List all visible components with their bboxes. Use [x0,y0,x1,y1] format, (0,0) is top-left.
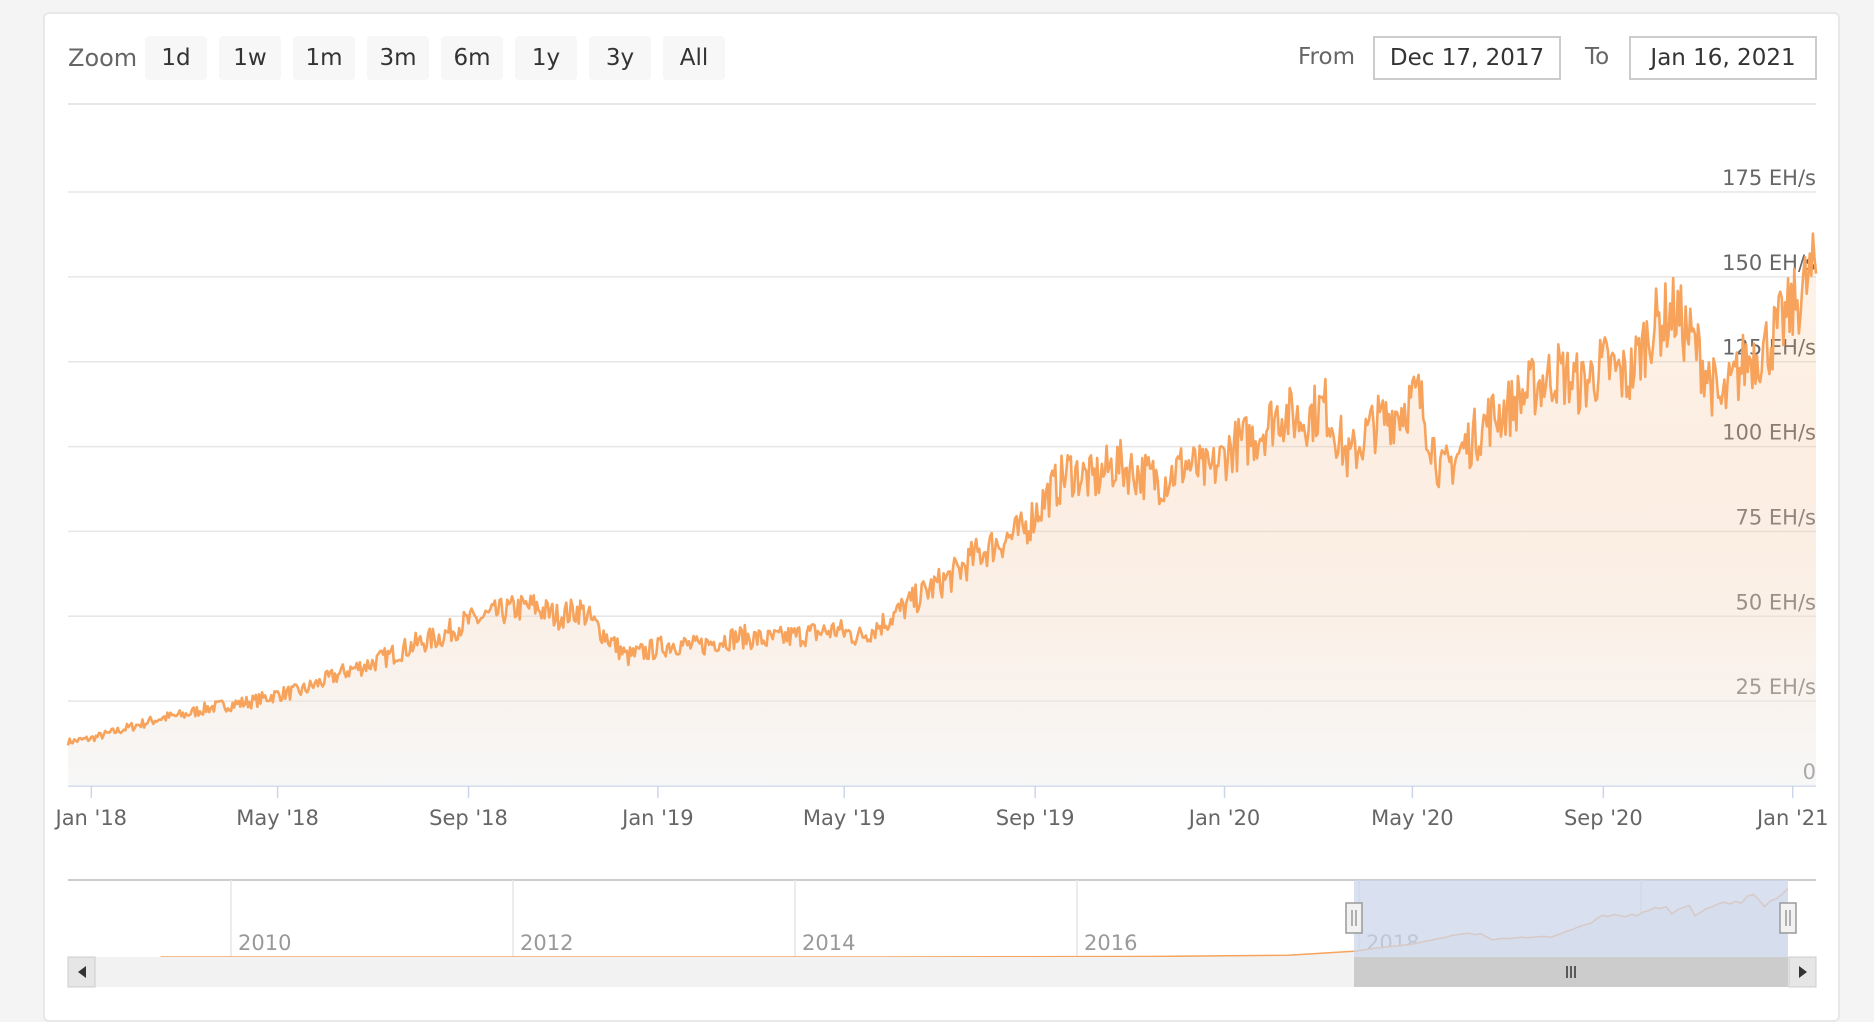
zoom-button-3m[interactable]: 3m [367,36,429,80]
navigator-year-label: 2016 [1084,931,1137,955]
arrow-right-icon [1799,966,1807,978]
x-tick-label: Sep '19 [996,806,1075,830]
scroll-left-button[interactable] [67,956,96,988]
zoom-button-1m[interactable]: 1m [293,36,355,80]
x-tick-label: May '18 [236,806,319,830]
to-date-input[interactable]: Jan 16, 2021 [1629,36,1817,80]
zoom-button-1w[interactable]: 1w [219,36,281,80]
navigator-selected-range [1354,880,1788,957]
zoom-button-3y[interactable]: 3y [589,36,651,80]
x-tick-label: Jan '20 [1187,806,1261,830]
navigator-handle-left[interactable] [1345,902,1363,934]
from-label: From [1298,44,1355,70]
series-line-hashrate [66,232,1818,746]
arrow-left-icon [78,966,86,978]
x-tick-label: Sep '18 [429,806,508,830]
navigator-year-label: 2012 [520,931,573,955]
y-tick-label: 150 EH/s [1722,251,1816,275]
navigator-year-label: 2014 [802,931,855,955]
zoom-button-6m[interactable]: 6m [441,36,503,80]
x-tick-label: May '20 [1371,806,1454,830]
navigator-year-label: 2010 [238,931,291,955]
from-date-input[interactable]: Dec 17, 2017 [1373,36,1561,80]
zoom-button-1y[interactable]: 1y [515,36,577,80]
series-area [68,233,1816,787]
navigator-handle-right[interactable] [1779,902,1797,934]
x-tick-label: Jan '19 [620,806,694,830]
x-tick-label: May '19 [803,806,886,830]
y-tick-label: 175 EH/s [1722,166,1816,190]
x-tick-label: Jan '21 [1755,806,1829,830]
to-label: To [1585,44,1610,70]
zoom-button-all[interactable]: All [663,36,725,80]
zoom-label: Zoom [68,44,138,72]
x-tick-label: Jan '18 [54,806,128,830]
x-tick-label: Sep '20 [1564,806,1643,830]
zoom-button-1d[interactable]: 1d [145,36,207,80]
